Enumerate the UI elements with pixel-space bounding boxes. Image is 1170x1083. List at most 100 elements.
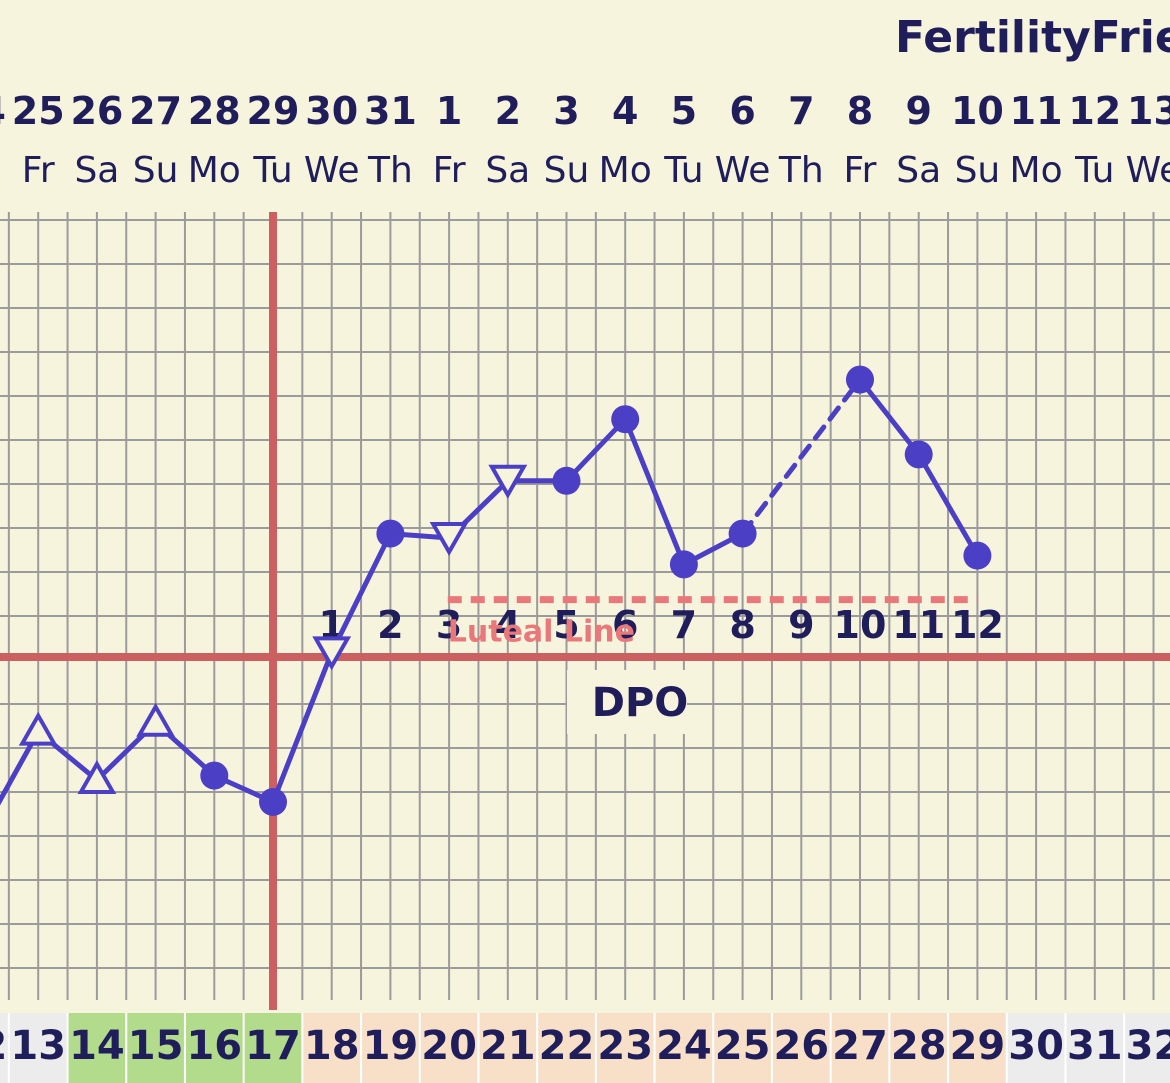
cycle-day-cell bbox=[830, 1013, 890, 1083]
cycle-day-label: 15 bbox=[128, 1023, 184, 1069]
data-point-dot bbox=[904, 440, 933, 469]
date-label: 2 bbox=[495, 89, 521, 133]
cycle-day-label: 19 bbox=[363, 1023, 419, 1069]
data-point-open-triangle bbox=[488, 464, 528, 499]
cycle-day-label: 13 bbox=[10, 1023, 66, 1069]
cycle-day-label: 31 bbox=[1067, 1023, 1123, 1069]
date-label: 26 bbox=[70, 89, 123, 133]
cycle-day-label: 26 bbox=[773, 1023, 829, 1069]
cycle-day-cell bbox=[184, 1013, 244, 1083]
series-segment bbox=[329, 531, 393, 655]
series-points bbox=[18, 365, 992, 816]
date-label: 9 bbox=[905, 89, 931, 133]
data-point-dot bbox=[552, 466, 581, 495]
cycle-day-cell bbox=[419, 1013, 479, 1083]
dpo-label: 12 bbox=[951, 603, 1004, 647]
dpo-label: 8 bbox=[729, 603, 755, 647]
cycle-day-label: 24 bbox=[656, 1023, 712, 1069]
weekday-label: Tu bbox=[1074, 150, 1114, 191]
cycle-day-label: 21 bbox=[480, 1023, 536, 1069]
cycle-day-label: 22 bbox=[539, 1023, 595, 1069]
series-lines bbox=[0, 377, 980, 806]
data-point-dot bbox=[376, 519, 405, 548]
cycle-day-label: 28 bbox=[891, 1023, 947, 1069]
weekday-label: Su bbox=[133, 150, 179, 191]
cycle-day-cell bbox=[1124, 1013, 1170, 1083]
date-label: 29 bbox=[247, 89, 300, 133]
data-point-dot bbox=[200, 761, 229, 790]
series-segment bbox=[740, 377, 863, 537]
date-label: 1 bbox=[436, 89, 462, 133]
date-label: 4 bbox=[612, 89, 638, 133]
cycle-day-cell bbox=[537, 1013, 596, 1083]
date-label: 27 bbox=[129, 89, 182, 133]
data-point-open-triangle bbox=[312, 636, 352, 671]
cycle-day-label: 29 bbox=[950, 1023, 1006, 1069]
data-point-dot bbox=[259, 788, 287, 816]
cycle-day-row: 1213141516171819202122232425262728293031… bbox=[0, 1013, 1170, 1083]
weekday-label: Sa bbox=[896, 150, 941, 191]
date-label: 24 bbox=[0, 89, 6, 133]
dpo-label: 6 bbox=[612, 603, 638, 647]
data-point-dot bbox=[728, 519, 757, 548]
weekday-label: Fr bbox=[22, 150, 55, 191]
cycle-day-cell bbox=[948, 1013, 1007, 1083]
weekday-label: Su bbox=[544, 150, 590, 191]
cycle-day-label: 30 bbox=[1008, 1023, 1064, 1069]
cycle-day-cell bbox=[0, 1013, 9, 1083]
date-label: 12 bbox=[1068, 89, 1121, 133]
cycle-day-cell bbox=[302, 1013, 362, 1083]
cycle-day-label: 23 bbox=[597, 1023, 653, 1069]
date-label: 10 bbox=[951, 89, 1004, 133]
cycle-day-cell bbox=[126, 1013, 185, 1083]
cycle-day-label: 16 bbox=[186, 1023, 242, 1069]
series-segment bbox=[857, 377, 922, 457]
weekday-label: Sa bbox=[74, 150, 119, 191]
dpo-caption: DPO bbox=[592, 680, 689, 726]
weekday-label: Mo bbox=[1010, 150, 1063, 191]
weekday-label: Su bbox=[955, 150, 1001, 191]
cycle-day-label: 27 bbox=[832, 1023, 888, 1069]
weekday-label: We bbox=[304, 150, 360, 191]
date-label: 31 bbox=[364, 89, 417, 133]
data-point-open-triangle bbox=[77, 759, 117, 794]
cycle-day-cell bbox=[67, 1013, 127, 1083]
weekday-label: Mo bbox=[599, 150, 652, 191]
cycle-day-cell bbox=[595, 1013, 655, 1083]
weekday-label: Fr bbox=[844, 150, 877, 191]
data-point-dot bbox=[669, 550, 698, 579]
dpo-label: 5 bbox=[553, 603, 579, 647]
date-label: 28 bbox=[188, 89, 241, 133]
weekday-label: Th bbox=[0, 150, 2, 191]
cycle-day-label: 14 bbox=[69, 1023, 125, 1069]
cycle-day-cell bbox=[478, 1013, 538, 1083]
series-segment bbox=[916, 451, 980, 559]
date-label: 6 bbox=[729, 89, 755, 133]
cycle-day-label: 17 bbox=[245, 1023, 301, 1069]
dpo-label: 10 bbox=[834, 603, 887, 647]
cycle-day-label: 25 bbox=[715, 1023, 771, 1069]
date-label: 11 bbox=[1010, 89, 1063, 133]
data-point-open-triangle bbox=[18, 711, 58, 746]
series-segment bbox=[0, 729, 41, 806]
luteal-line-label: Luteal Line bbox=[448, 615, 635, 650]
weekday-label: Th bbox=[367, 150, 413, 191]
date-label: 7 bbox=[788, 89, 814, 133]
cycle-day-cell bbox=[243, 1013, 303, 1083]
weekday-label: We bbox=[715, 150, 771, 191]
data-point-open-triangle bbox=[429, 522, 469, 557]
cycle-day-cell bbox=[889, 1013, 949, 1083]
weekday-label: Th bbox=[778, 150, 824, 191]
data-point-dot bbox=[963, 541, 992, 570]
dpo-caption-bg bbox=[567, 670, 687, 734]
weekday-label: Sa bbox=[485, 150, 530, 191]
cycle-day-cell bbox=[8, 1013, 68, 1083]
weekday-label: We bbox=[1126, 150, 1170, 191]
brand-logo-text: FertilityFrien bbox=[895, 12, 1170, 63]
cycle-day-cell bbox=[1065, 1013, 1125, 1083]
weekday-label: Mo bbox=[188, 150, 241, 191]
cycle-day-label: 12 bbox=[0, 1023, 7, 1069]
cycle-day-label: 32 bbox=[1126, 1023, 1170, 1069]
